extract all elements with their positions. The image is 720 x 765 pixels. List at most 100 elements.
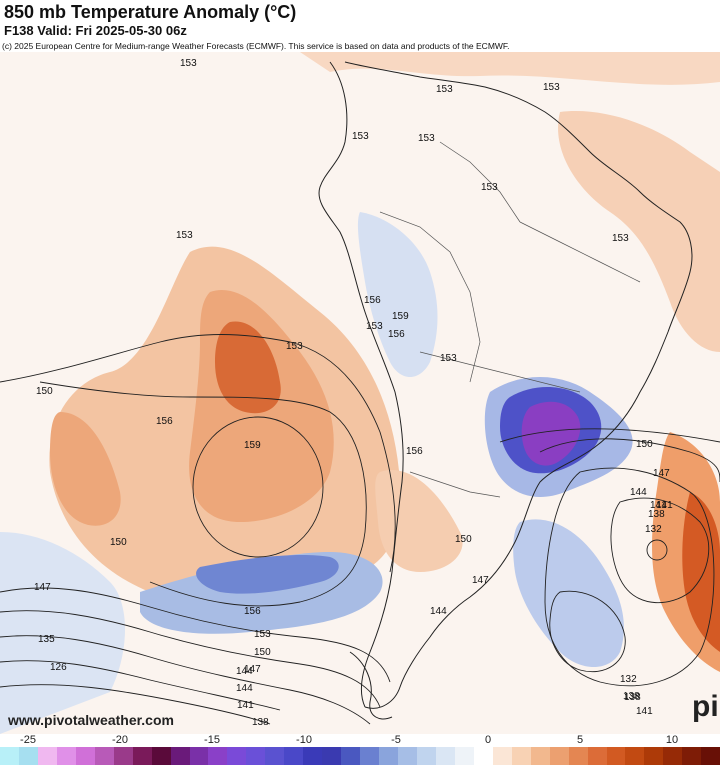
colorbar-swatch <box>625 747 645 765</box>
contour-153 <box>0 334 396 573</box>
border-colombia <box>439 141 521 223</box>
cold-area-south-atlantic <box>513 519 624 667</box>
colorbar-tick: -15 <box>204 734 220 746</box>
colorbar-swatch <box>113 747 133 765</box>
contour-label: 156 <box>364 295 381 306</box>
contour-label: 150 <box>636 439 653 450</box>
contour-label: 159 <box>392 311 409 322</box>
contour-150 <box>0 587 391 683</box>
cold-anomaly-areas <box>0 212 633 734</box>
cold-area-southern-pacific-core <box>196 555 339 594</box>
colorbar-swatch <box>246 747 266 765</box>
contour-label: 153 <box>440 353 457 364</box>
colorbar-swatch <box>473 747 493 765</box>
contour-label: 153 <box>418 133 435 144</box>
colorbar-tick: -25 <box>20 734 36 746</box>
contour-159-closed <box>192 416 324 558</box>
contour-156 <box>39 381 367 607</box>
colorbar-tick-labels: -25 -20 -15 -10 -5 0 5 10 <box>0 734 720 748</box>
colorbar-swatch <box>379 747 399 765</box>
colorbar-swatch <box>606 747 626 765</box>
contour-label: 153 <box>612 233 629 244</box>
contour-label: 153 <box>176 230 193 241</box>
colorbar-swatches <box>0 747 720 765</box>
contour-147-low <box>499 428 720 443</box>
warm-area-pacific-west <box>50 412 121 526</box>
colorbar-swatch <box>189 747 209 765</box>
contour-label: 144 <box>430 606 447 617</box>
colorbar-tick: 5 <box>576 734 584 746</box>
cold-area-andes <box>357 212 438 377</box>
contour-label: 138 <box>624 692 641 703</box>
contour-label: 153 <box>180 58 197 69</box>
contour-141-low <box>544 467 715 687</box>
warm-area-brazil <box>558 111 720 353</box>
contour-label: 147 <box>472 575 489 586</box>
pacific-coastline <box>318 61 404 708</box>
colorbar-tick: -20 <box>112 734 128 746</box>
contour-label: 150 <box>110 537 127 548</box>
contour-144-low <box>539 438 720 483</box>
border-peru-bolivia <box>379 211 481 383</box>
colorbar-swatch <box>701 747 720 765</box>
colorbar-swatch <box>511 747 531 765</box>
ecmwf-credit: (c) 2025 European Centre for Medium-rang… <box>2 41 510 51</box>
contour-label: 156 <box>244 606 261 617</box>
warm-area-argentina <box>375 470 463 572</box>
cold-area-southwest <box>0 532 125 734</box>
site-logo: pi <box>692 690 719 723</box>
contour-label: 147 <box>244 664 261 675</box>
site-watermark: www.pivotalweather.com <box>8 712 174 728</box>
contour-label: 138 <box>623 691 640 702</box>
colorbar-swatch <box>208 747 228 765</box>
contour-label: 135 <box>38 634 55 645</box>
warm-anomaly-areas <box>0 52 720 672</box>
contour-label: 153 <box>436 84 453 95</box>
colorbar-swatch <box>644 747 664 765</box>
contour-label: 150 <box>455 534 472 545</box>
colorbar-swatch <box>94 747 114 765</box>
colorbar-tick: 0 <box>484 734 492 746</box>
contour-144 <box>0 635 371 725</box>
contour-label: 153 <box>254 629 271 640</box>
colorbar-swatch <box>398 747 417 765</box>
colorbar-tick: -5 <box>391 734 401 746</box>
contour-132-closed <box>646 539 668 561</box>
contour-label: 147 <box>653 468 670 479</box>
contour-label: 156 <box>406 446 423 457</box>
warm-area-pacific-core <box>215 321 281 414</box>
contour-value-labels: 153 153 153 153 153 153 153 153 156 159 … <box>34 58 673 728</box>
contour-label: 156 <box>156 416 173 427</box>
colorbar-swatch <box>265 747 285 765</box>
valid-time: F138 Valid: Fri 2025-05-30 06z <box>4 23 187 38</box>
colorbar-swatch <box>530 747 550 765</box>
contour-label: 150 <box>36 386 53 397</box>
colorbar-swatch <box>151 747 171 765</box>
colorbar-swatch <box>549 747 569 765</box>
border-brazil-states <box>519 221 641 283</box>
colorbar-swatch <box>587 747 607 765</box>
contour-label: 141 <box>656 500 673 511</box>
colorbar-swatch <box>416 747 436 765</box>
contour-label: 150 <box>254 647 271 658</box>
warm-area-atlantic-core <box>682 492 720 652</box>
map-title: 850 mb Temperature Anomaly (°C) <box>4 2 297 22</box>
colorbar-swatch <box>568 747 588 765</box>
warm-area-north <box>0 52 720 85</box>
colorbar-swatch <box>132 747 152 765</box>
colorbar: -25 -20 -15 -10 -5 0 5 10 <box>0 734 720 765</box>
border-argentina-north <box>409 471 501 498</box>
contour-132-low-south <box>549 590 626 672</box>
contour-label: 144 <box>630 487 647 498</box>
contour-label: 141 <box>237 700 254 711</box>
contour-label: 144 <box>236 666 253 677</box>
contour-label: 132 <box>645 524 662 535</box>
colorbar-tick: 10 <box>665 734 679 746</box>
contour-label: 126 <box>50 662 67 673</box>
colorbar-swatch <box>360 747 380 765</box>
colorbar-swatch <box>303 747 323 765</box>
header: 850 mb Temperature Anomaly (°C) F138 Val… <box>0 0 720 52</box>
colorbar-swatch <box>435 747 455 765</box>
colorbar-swatch <box>170 747 190 765</box>
contour-label: 153 <box>352 131 369 142</box>
